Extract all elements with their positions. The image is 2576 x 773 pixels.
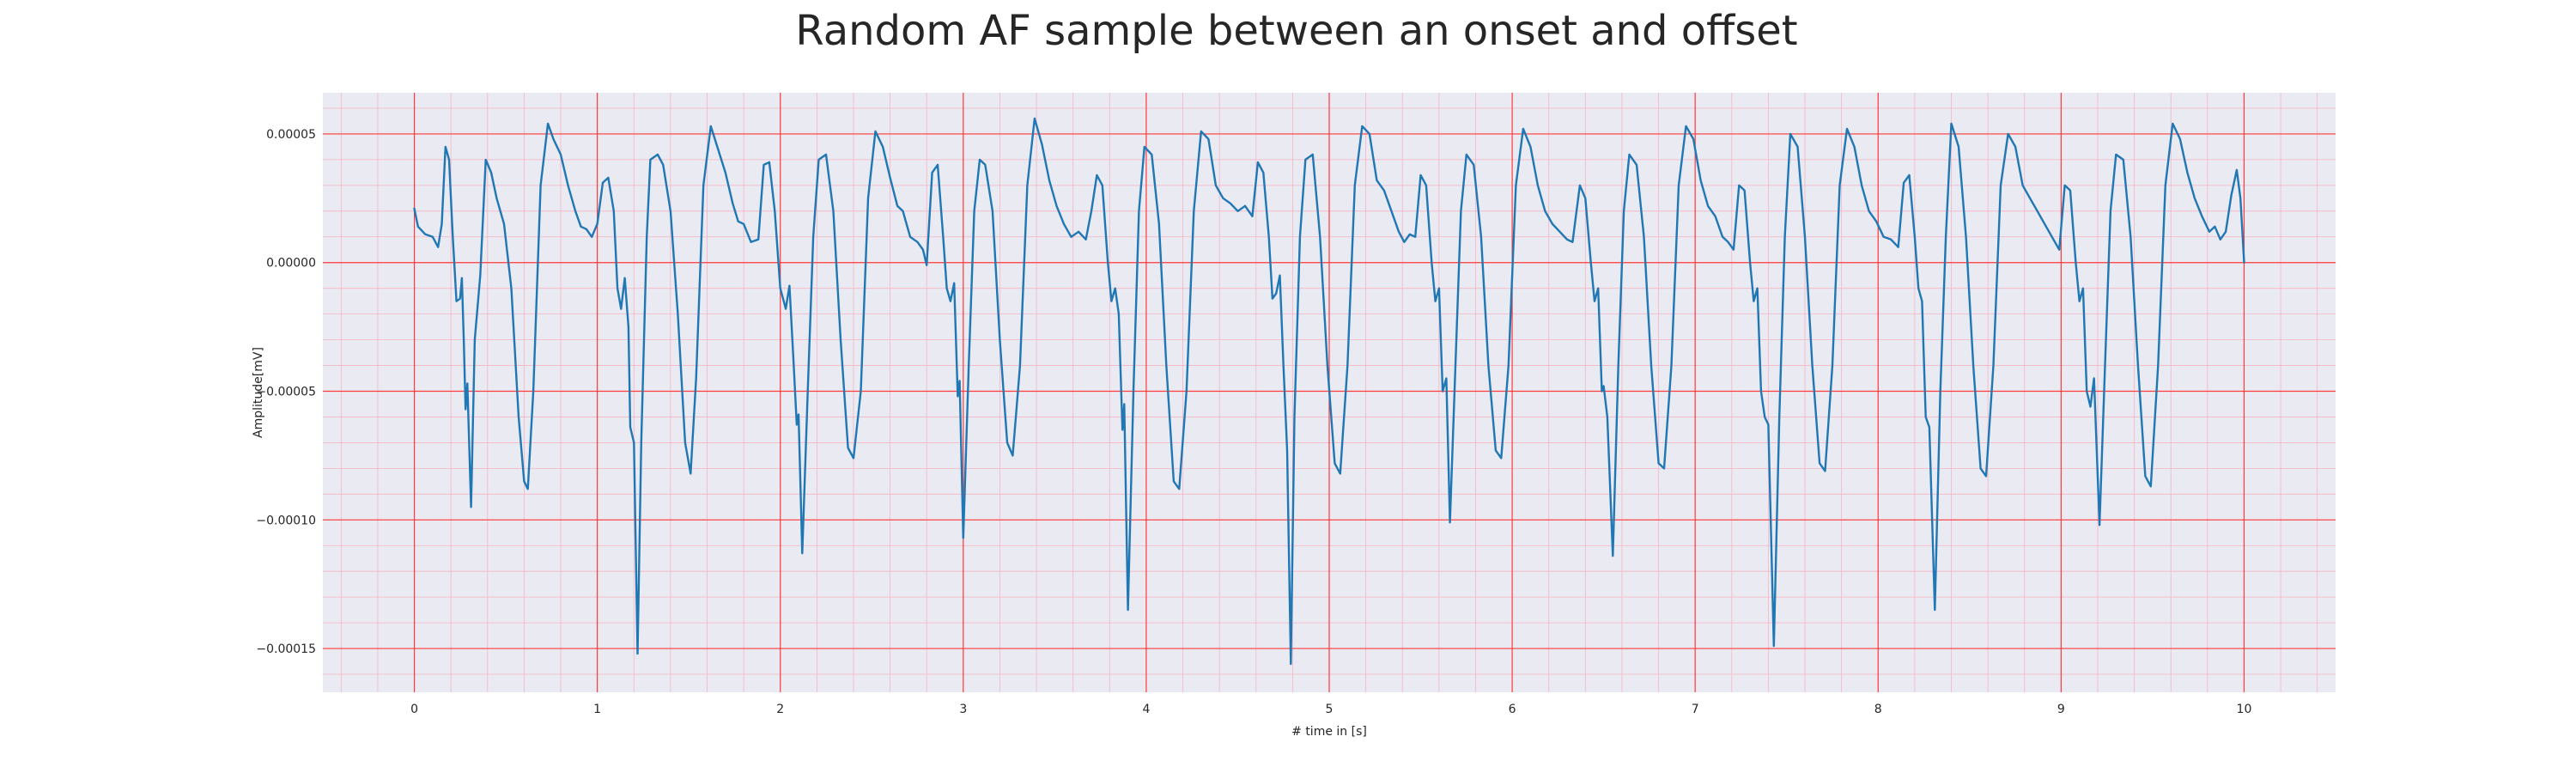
- x-tick-label: 10: [2237, 703, 2252, 716]
- x-tick-label: 9: [2057, 703, 2065, 716]
- major-grid: [323, 93, 2336, 692]
- x-tick-label: 3: [959, 703, 967, 716]
- y-tick-label: −0.00010: [256, 514, 316, 527]
- x-axis-label: # time in [s]: [1291, 725, 1367, 739]
- x-tick-label: 7: [1692, 703, 1699, 716]
- x-tick-labels: 0 1 2 3 4 5 6 7 8 9 10: [410, 703, 2251, 716]
- chart-title: Random AF sample between an onset and of…: [795, 7, 1797, 55]
- x-tick-label: 8: [1874, 703, 1882, 716]
- y-tick-label: −0.00015: [256, 642, 316, 656]
- x-tick-label: 0: [410, 703, 418, 716]
- x-tick-label: 4: [1142, 703, 1150, 716]
- series-line-0: [413, 117, 2245, 666]
- x-tick-label: 5: [1326, 703, 1334, 716]
- x-tick-label: 6: [1509, 703, 1516, 716]
- y-axis-label: Amplitude[mV]: [252, 347, 265, 438]
- x-tick-label: 2: [776, 703, 784, 716]
- y-tick-label: −0.00005: [256, 386, 316, 399]
- x-tick-label: 1: [593, 703, 601, 716]
- series-layer: [413, 117, 2245, 666]
- y-tick-label: 0.00005: [266, 128, 316, 142]
- y-tick-label: 0.00000: [266, 257, 316, 271]
- y-tick-labels: 0.00005 0.00000 −0.00005 −0.00010 −0.00015: [256, 128, 316, 656]
